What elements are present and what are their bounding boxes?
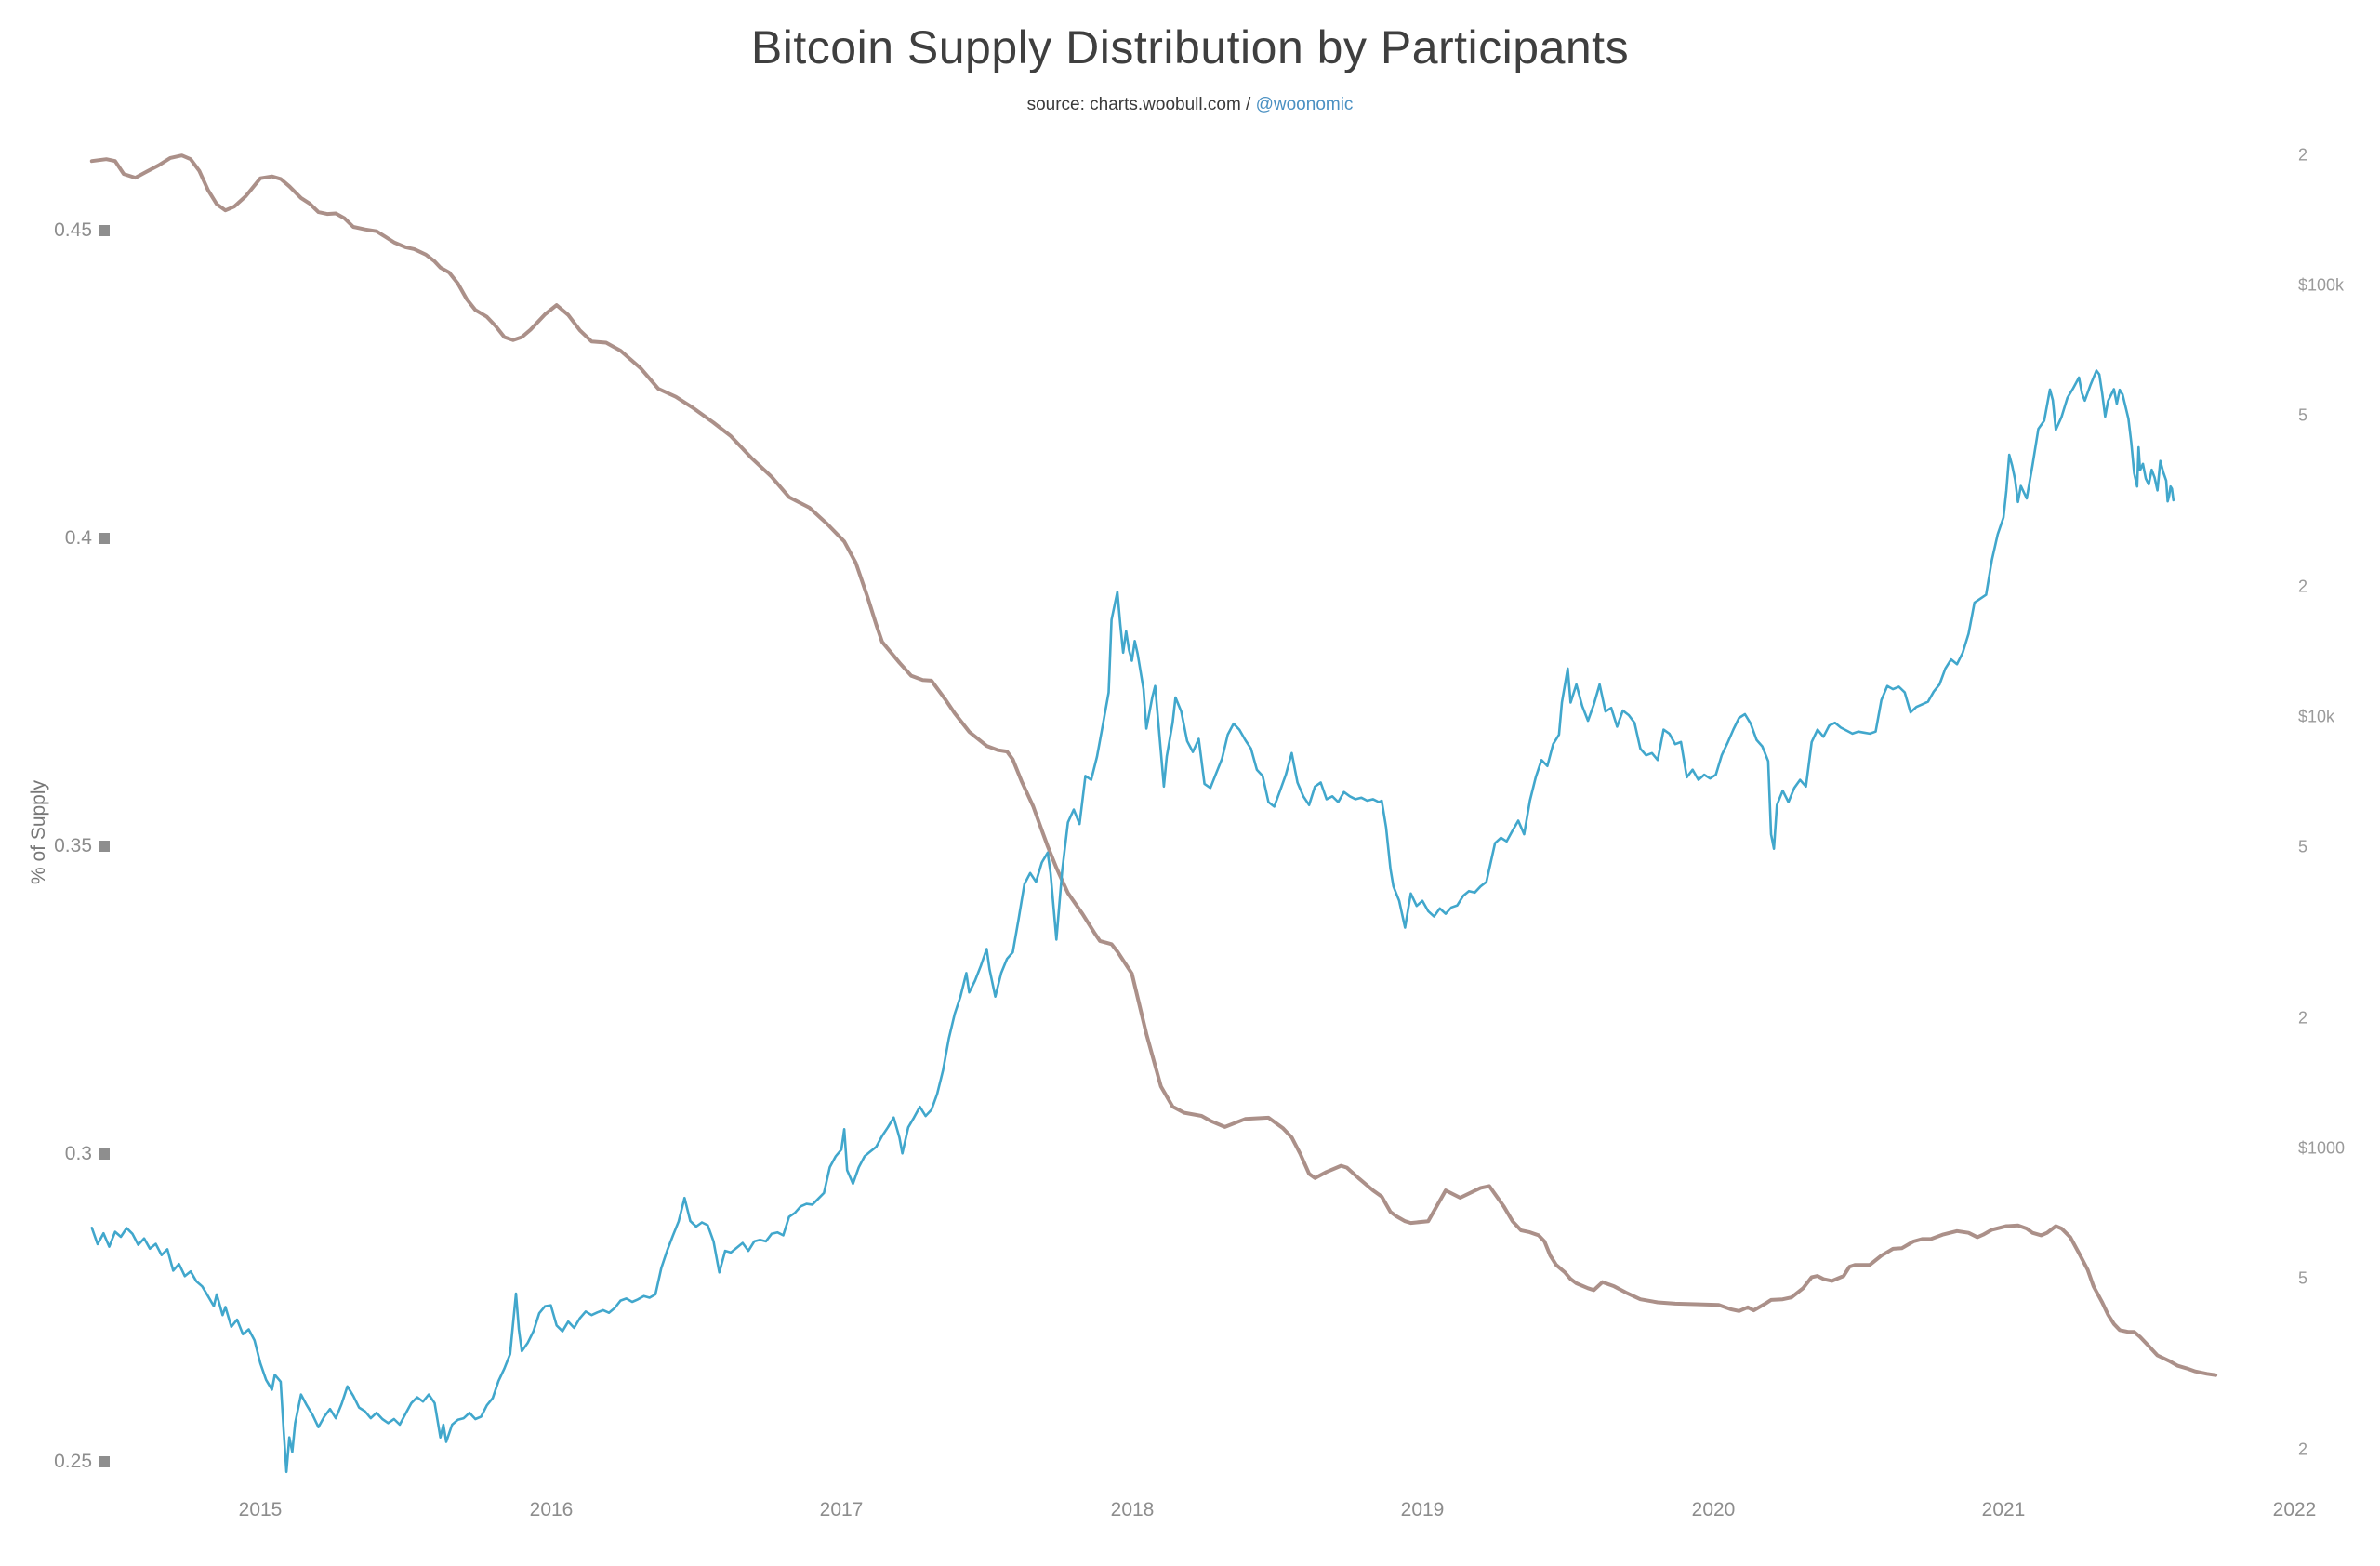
x-axis-tick-2016: 2016 — [529, 1499, 574, 1520]
page-title: Bitcoin Supply Distribution by Participa… — [750, 21, 1630, 73]
woonomic-link[interactable]: @woonomic — [1255, 95, 1354, 114]
right-axis-tick-20000: 2 — [2298, 577, 2308, 596]
right-axis-tick-2000: 2 — [2298, 1008, 2308, 1028]
left-axis-tick-0.25: 0.25 — [0, 1451, 110, 1473]
left-tick-label: 0.4 — [64, 527, 92, 549]
left-axis-tick-0.3: 0.3 — [0, 1143, 110, 1165]
left-axis-tick-0.4: 0.4 — [0, 527, 110, 550]
x-axis-tick-2022: 2022 — [2272, 1499, 2317, 1520]
right-axis-tick-50000: 5 — [2298, 405, 2308, 425]
right-axis-tick-100000: $100k — [2298, 275, 2345, 295]
tick-square-icon — [99, 533, 110, 544]
left-axis-tick-0.35: 0.35 — [0, 835, 110, 857]
left-tick-label: 0.25 — [54, 1451, 92, 1472]
right-axis-tick-1000: $1000 — [2298, 1138, 2346, 1158]
right-axis-tick-200: 2 — [2298, 1440, 2308, 1459]
tick-square-icon — [99, 1456, 110, 1467]
left-axis-tick-0.45: 0.45 — [0, 219, 110, 242]
tick-square-icon — [99, 225, 110, 236]
right-axis-tick-500: 5 — [2298, 1268, 2308, 1288]
x-axis-tick-2019: 2019 — [1400, 1499, 1445, 1520]
x-axis-tick-2021: 2021 — [1981, 1499, 2026, 1520]
price-line — [90, 369, 2175, 1474]
x-axis-tick-2018: 2018 — [1110, 1499, 1155, 1520]
x-axis-tick-2017: 2017 — [819, 1499, 864, 1520]
right-axis-tick-10000: $10k — [2298, 707, 2335, 726]
right-axis-tick-200000: 2 — [2298, 145, 2308, 165]
source-caption: source: charts.woobull.com / @woonomic — [0, 95, 2380, 115]
x-axis-tick-2015: 2015 — [238, 1499, 283, 1520]
tick-square-icon — [99, 841, 110, 852]
source-text: source: charts.woobull.com / — [1026, 95, 1256, 114]
left-tick-label: 0.45 — [54, 219, 92, 241]
left-tick-label: 0.35 — [54, 835, 92, 856]
x-axis-tick-2020: 2020 — [1691, 1499, 1736, 1520]
left-tick-label: 0.3 — [64, 1143, 92, 1164]
tick-square-icon — [99, 1148, 110, 1160]
supply-share-line — [89, 153, 2218, 1377]
right-axis-tick-5000: 5 — [2298, 837, 2308, 856]
